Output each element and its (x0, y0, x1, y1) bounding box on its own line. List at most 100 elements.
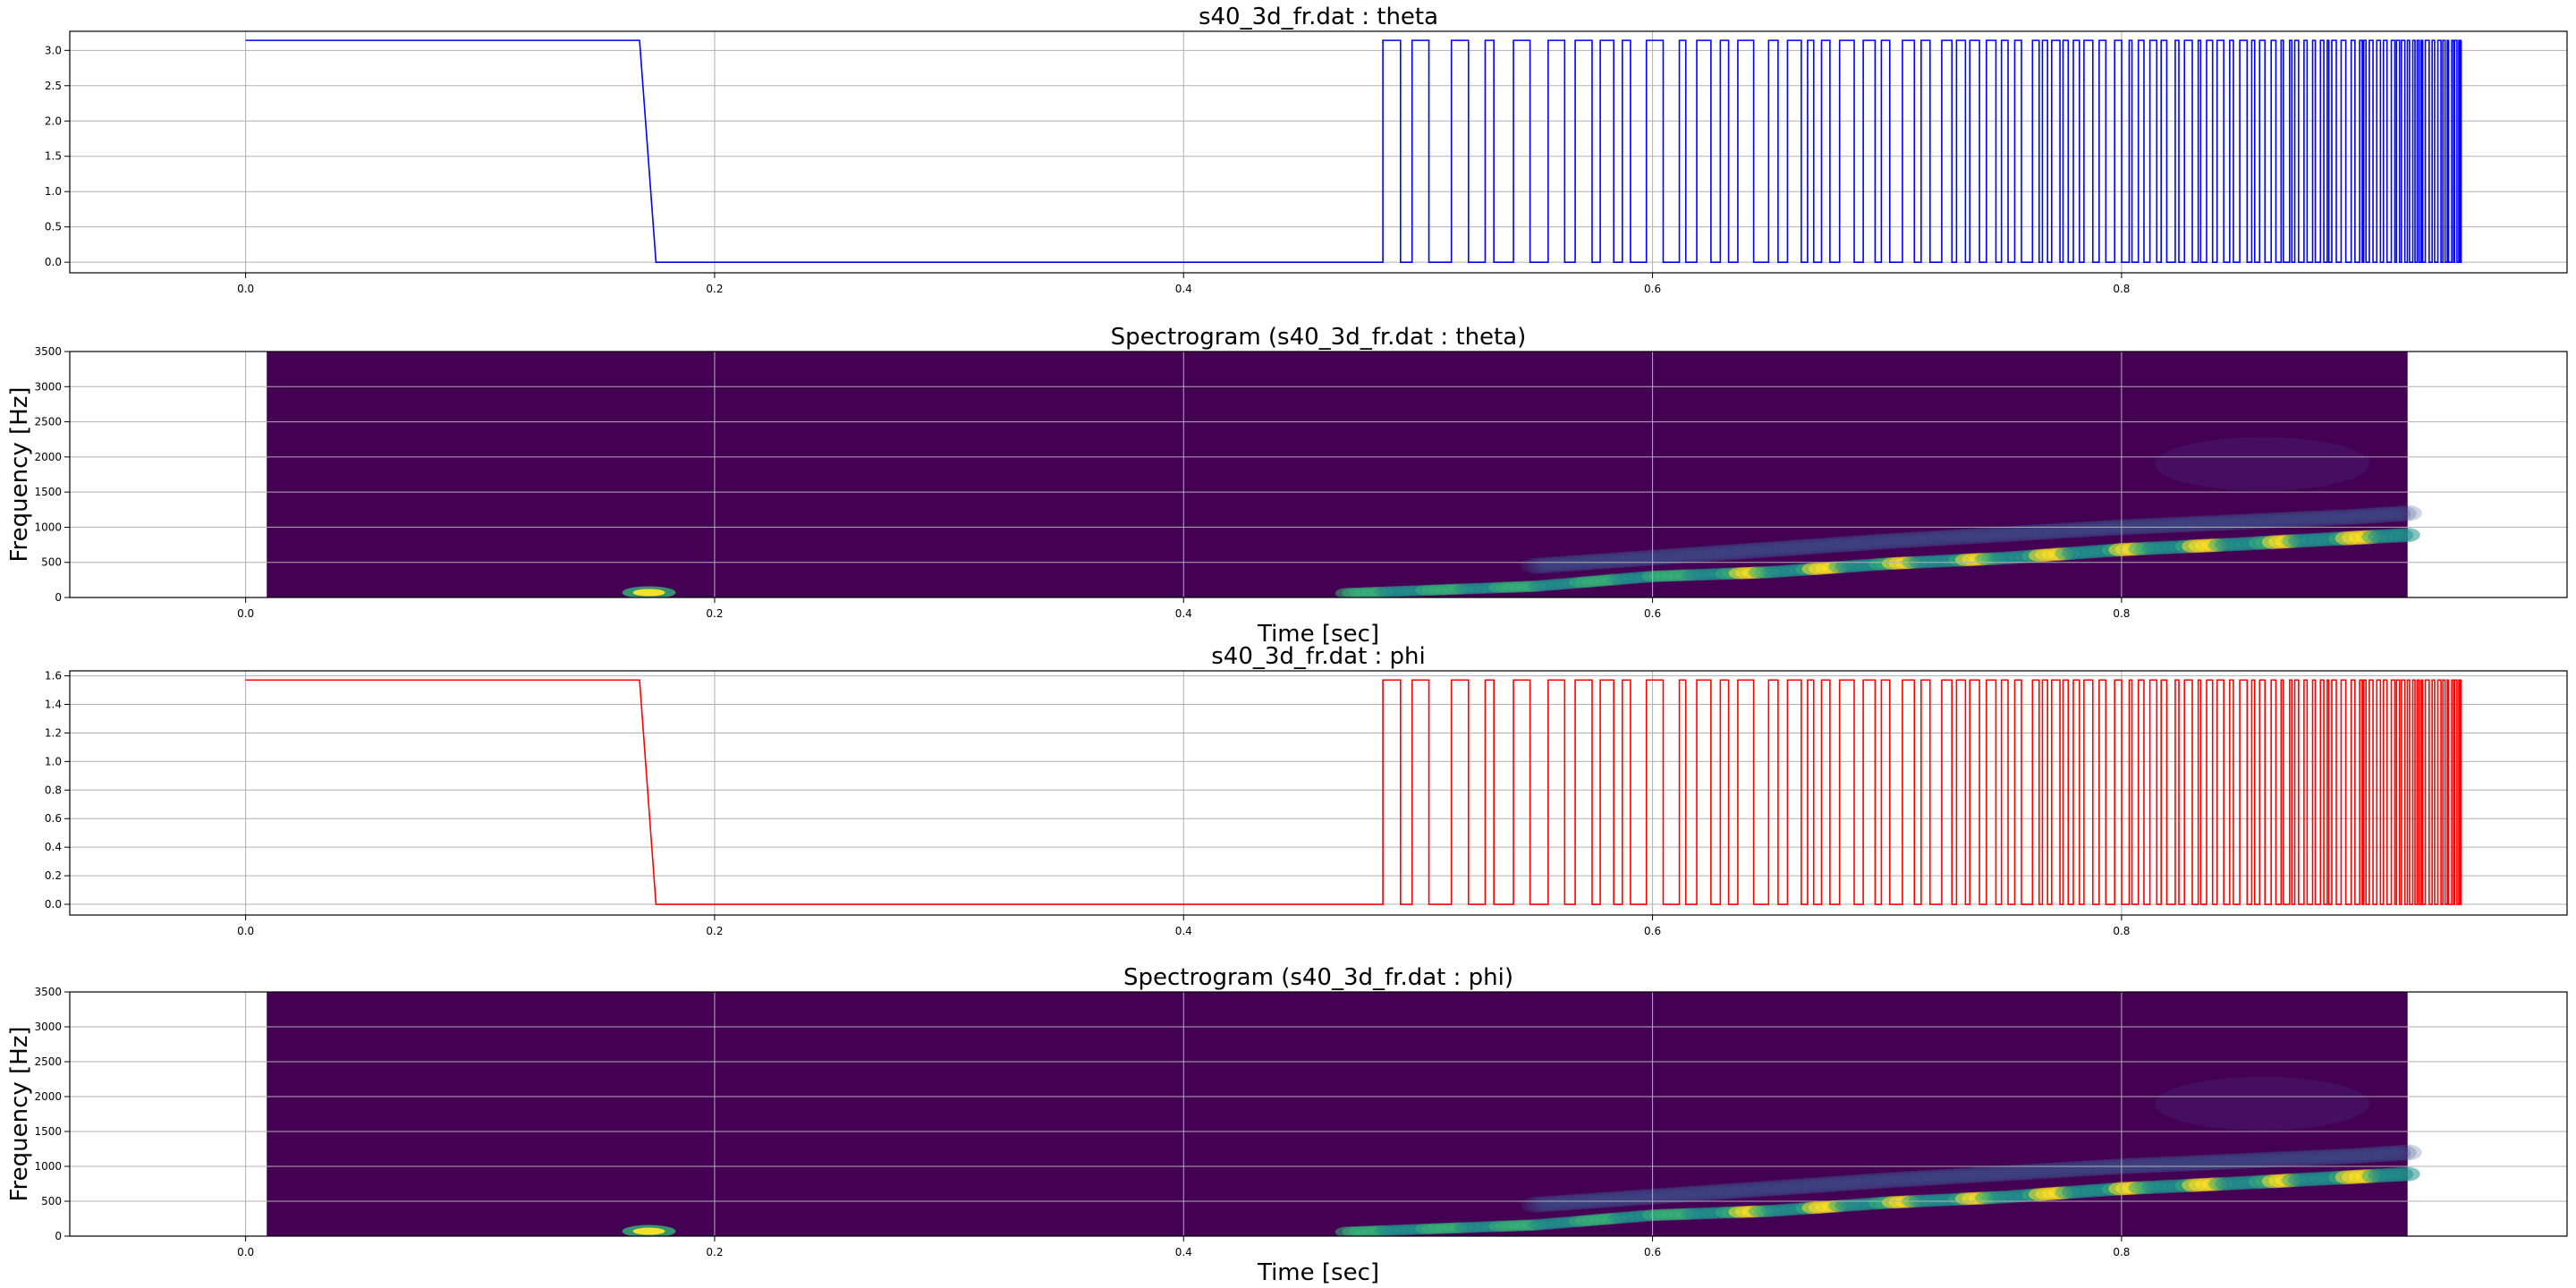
harmonic-ridge-blob (2135, 518, 2165, 535)
y-tick-label: 1.0 (45, 755, 62, 767)
x-tick-label: 0.2 (706, 283, 723, 295)
y-tick-label: 1.6 (45, 670, 62, 682)
harmonic-ridge-blob (2086, 520, 2115, 537)
harmonic-ridge-blob (2063, 521, 2093, 538)
y-tick-label: 1.0 (45, 185, 62, 198)
harmonic-ridge-blob (1669, 547, 1699, 564)
harmonic-ridge-blob (2284, 511, 2313, 528)
harmonic-ridge-blob (1587, 1191, 1616, 1208)
harmonic-ridge-blob (2097, 520, 2126, 537)
harmonic-ridge-blob (2284, 1150, 2313, 1167)
harmonic-ridge-blob (1860, 534, 1890, 551)
harmonic-ridge-blob (2163, 1156, 2192, 1173)
harmonic-ridge-blob (1877, 1172, 1907, 1189)
harmonic-ridge-blob (1685, 546, 1715, 563)
harmonic-ridge-blob (1921, 1169, 1951, 1186)
harmonic-ridge-blob (2184, 515, 2214, 532)
harmonic-ridge-blob (1554, 555, 1583, 572)
series-line (245, 39, 2462, 263)
harmonic-ridge-blob (2004, 525, 2033, 542)
harmonic-ridge-blob (1860, 1173, 1890, 1190)
harmonic-ridge-blob (1894, 1171, 1923, 1188)
harmonic-ridge-blob (2124, 1157, 2154, 1174)
chart-title: s40_3d_fr.dat : phi (1211, 643, 1426, 670)
harmonic-ridge-blob (2316, 1148, 2345, 1165)
y-tick-label: 2500 (34, 1055, 62, 1068)
x-tick-label: 0.6 (1644, 1246, 1661, 1258)
series-path (245, 39, 2462, 263)
harmonic-ridge-blob (1948, 529, 1978, 546)
harmonic-ridge-blob (1981, 526, 2011, 543)
harmonic-ridge-blob (2091, 1159, 2121, 1176)
harmonic-ridge-blob (1701, 1183, 1731, 1200)
harmonic-ridge-blob (1559, 1193, 1589, 1210)
harmonic-ridge-blob (1888, 532, 1918, 549)
harmonic-ridge-blob (2151, 517, 2181, 534)
harmonic-ridge-blob (1987, 526, 2016, 543)
harmonic-ridge-blob (2223, 513, 2252, 530)
harmonic-ridge-blob (2300, 510, 2329, 527)
harmonic-ridge-blob (1762, 540, 1792, 557)
harmonic-ridge-blob (1663, 547, 1692, 564)
harmonic-ridge-blob (1834, 536, 1863, 553)
y-tick-label: 3500 (34, 986, 62, 998)
harmonic-ridge-blob (1619, 1190, 1648, 1207)
harmonic-ridge-blob (2261, 512, 2291, 529)
harmonic-ridge-blob (1937, 1168, 1967, 1185)
harmonic-ridge-blob (2310, 510, 2340, 527)
harmonic-ridge-blob (2366, 506, 2395, 523)
harmonic-ridge-blob (1910, 1170, 1939, 1187)
harmonic-ridge-blob (2009, 524, 2038, 541)
harmonic-ridge-blob (1580, 1192, 1610, 1209)
harmonic-ridge-blob (2239, 1152, 2268, 1169)
harmonic-ridge-blob (1822, 537, 1852, 554)
main-ridge-blob (2394, 1166, 2420, 1182)
harmonic-ridge-blob (1877, 532, 1907, 549)
harmonic-ridge-blob (2080, 1159, 2110, 1176)
harmonic-ridge-blob (1757, 1180, 1786, 1197)
harmonic-ridge-blob (2321, 509, 2351, 526)
harmonic-ridge-blob (1839, 535, 1868, 552)
harmonic-ridge-blob (1674, 1185, 1704, 1202)
harmonic-ridge-blob (2239, 513, 2268, 530)
harmonic-ridge-blob (1608, 1191, 1638, 1208)
harmonic-ridge-blob (1899, 531, 1928, 548)
harmonic-ridge-blob (1855, 1173, 1885, 1190)
harmonic-ridge-blob (1767, 540, 1797, 557)
harmonic-ridge-blob (1641, 549, 1671, 566)
harmonic-ridge-blob (1992, 1165, 2021, 1182)
harmonic-ridge-blob (2074, 1160, 2104, 1177)
harmonic-ridge-blob (1992, 526, 2021, 543)
harmonic-ridge-blob (2277, 1150, 2307, 1167)
harmonic-ridge-blob (1718, 544, 1748, 561)
harmonic-ridge-blob (1932, 1168, 1962, 1185)
spectrogram-haze (2155, 1076, 2370, 1131)
chart-title: Spectrogram (s40_3d_fr.dat : theta) (1111, 324, 1527, 351)
y-tick-label: 3000 (34, 380, 62, 393)
axes-frame (69, 30, 2568, 274)
harmonic-ridge-blob (1904, 1170, 1934, 1187)
harmonic-ridge-blob (2223, 1153, 2252, 1170)
y-tick-label: 0 (55, 591, 62, 604)
harmonic-ridge-blob (1543, 555, 1572, 572)
harmonic-ridge-blob (1680, 547, 1709, 564)
harmonic-ridge-blob (2020, 524, 2049, 541)
harmonic-ridge-blob (1834, 1174, 1863, 1191)
harmonic-ridge-blob (1954, 1167, 1984, 1184)
harmonic-ridge-blob (1647, 1188, 1676, 1205)
harmonic-ridge-blob (1614, 551, 1643, 568)
harmonic-ridge-blob (1965, 1166, 1995, 1183)
y-tick-label: 3.0 (45, 44, 62, 56)
harmonic-ridge-blob (2250, 513, 2280, 530)
harmonic-ridge-blob (1784, 539, 1813, 556)
harmonic-ridge-blob (1592, 1191, 1622, 1208)
spectrogram-image (267, 992, 2422, 1236)
x-tick-label: 0.0 (237, 283, 254, 295)
harmonic-ridge-blob (2179, 1155, 2208, 1172)
harmonic-ridge-blob (1647, 548, 1676, 565)
spectrogram-background (267, 352, 2408, 597)
x-tick-label: 0.6 (1644, 283, 1661, 295)
harmonic-ridge-blob (1713, 1182, 1742, 1199)
harmonic-ridge-blob (1537, 556, 1566, 573)
harmonic-ridge-blob (1636, 1188, 1665, 1205)
